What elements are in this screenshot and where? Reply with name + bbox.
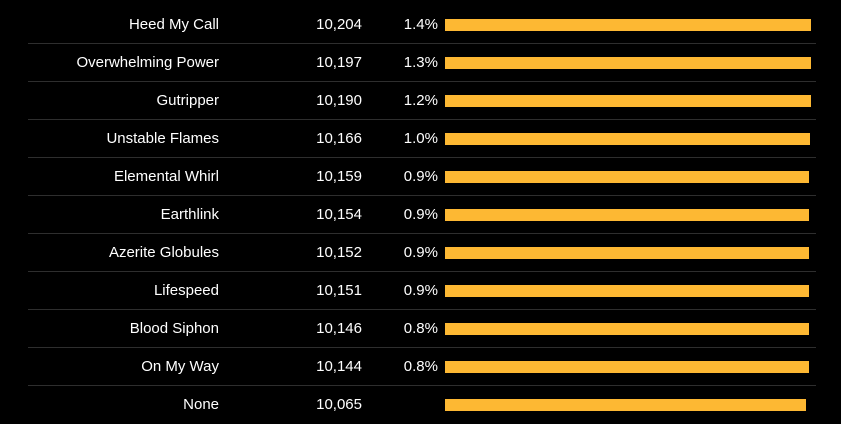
dps-bar [445, 95, 811, 107]
dps-bar [445, 133, 810, 145]
bar-track [445, 399, 811, 411]
dps-bar [445, 285, 810, 297]
trait-name: Blood Siphon [129, 320, 219, 337]
bar-track [445, 209, 811, 221]
bar-track [445, 19, 811, 31]
dps-value: 10,152 [316, 244, 362, 261]
trait-name: Earthlink [160, 206, 219, 223]
bar-track [445, 361, 811, 373]
dps-bar [445, 361, 809, 373]
dps-value: 10,144 [316, 358, 362, 375]
dps-value: 10,204 [316, 16, 362, 33]
percent-increase: 0.8% [403, 358, 438, 375]
trait-name: None [183, 396, 219, 413]
dps-bar [445, 57, 811, 69]
trait-name: Unstable Flames [106, 130, 219, 147]
percent-increase: 0.9% [403, 206, 438, 223]
table-row: Elemental Whirl 10,159 0.9% [28, 158, 816, 196]
percent-increase: 0.9% [403, 244, 438, 261]
dps-value: 10,190 [316, 92, 362, 109]
bar-track [445, 247, 811, 259]
dps-value: 10,166 [316, 130, 362, 147]
bar-track [445, 323, 811, 335]
dps-value: 10,146 [316, 320, 362, 337]
percent-increase: 0.8% [403, 320, 438, 337]
table-row: Overwhelming Power 10,197 1.3% [28, 44, 816, 82]
dps-value: 10,159 [316, 168, 362, 185]
percent-increase: 1.4% [403, 16, 438, 33]
trait-name: Gutripper [156, 92, 219, 109]
trait-name: On My Way [141, 358, 219, 375]
percent-increase: 1.0% [403, 130, 438, 147]
trait-name: Heed My Call [128, 16, 219, 33]
dps-value: 10,151 [316, 282, 362, 299]
trait-name: Overwhelming Power [76, 54, 219, 71]
table-row: Azerite Globules 10,152 0.9% [28, 234, 816, 272]
table-row: Unstable Flames 10,166 1.0% [28, 120, 816, 158]
bar-track [445, 171, 811, 183]
dps-bar [445, 209, 810, 221]
bar-track [445, 285, 811, 297]
table-row: Blood Siphon 10,146 0.8% [28, 310, 816, 348]
ranking-table: Heed My Call 10,204 1.4% Overwhelming Power… [28, 6, 816, 424]
dps-bar [445, 171, 810, 183]
percent-increase: 1.2% [403, 92, 438, 109]
trait-name: Lifespeed [153, 282, 219, 299]
dps-value: 10,197 [316, 54, 362, 71]
table-row: Lifespeed 10,151 0.9% [28, 272, 816, 310]
dps-bar [445, 247, 810, 259]
table-row: Gutripper 10,190 1.2% [28, 82, 816, 120]
percent-increase: 1.3% [403, 54, 438, 71]
percent-increase: 0.9% [403, 282, 438, 299]
dps-bar [445, 19, 811, 31]
table-row: Earthlink 10,154 0.9% [28, 196, 816, 234]
dps-value: 10,154 [316, 206, 362, 223]
dps-bar [445, 399, 806, 411]
bar-track [445, 133, 811, 145]
percent-increase: 0.9% [403, 168, 438, 185]
table-row: None 10,065 [28, 386, 816, 424]
dps-value: 10,065 [316, 396, 362, 413]
bar-track [445, 57, 811, 69]
table-row: Heed My Call 10,204 1.4% [28, 6, 816, 44]
trait-name: Azerite Globules [108, 244, 219, 261]
dps-bar [445, 323, 809, 335]
bar-track [445, 95, 811, 107]
table-row: On My Way 10,144 0.8% [28, 348, 816, 386]
trait-name: Elemental Whirl [113, 168, 219, 185]
